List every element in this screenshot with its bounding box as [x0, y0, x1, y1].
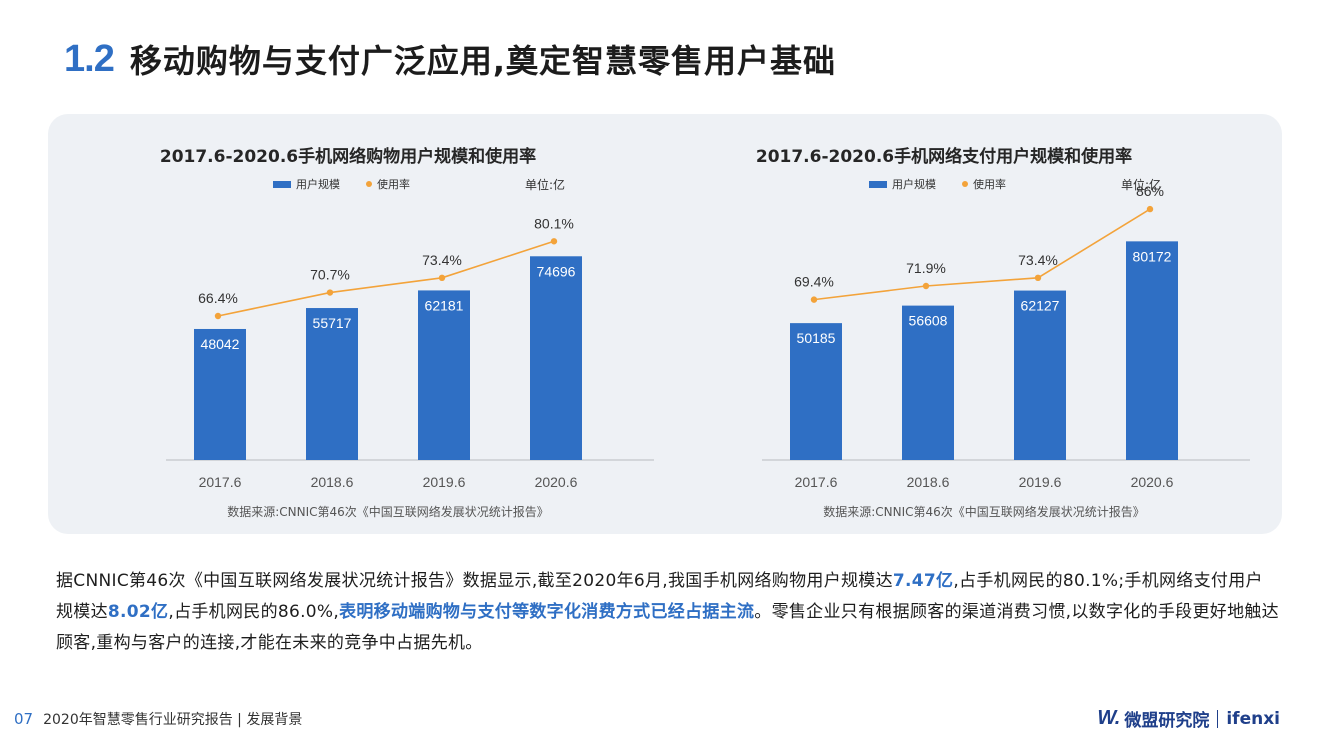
page-title: 移动购物与支付广泛应用,奠定智慧零售用户基础 — [129, 42, 836, 80]
bar — [418, 290, 470, 460]
bar — [194, 328, 246, 460]
usage-rate-label: 69.4% — [794, 274, 834, 290]
bar-value-label: 50185 — [797, 330, 836, 346]
charts-panel: 2017.6-2020.6手机网络购物用户规模和使用率 用户规模 使用率 单位:… — [48, 114, 1282, 534]
usage-rate-point — [438, 274, 446, 282]
unit-label: 单位:亿 — [525, 178, 566, 192]
payment-chart: 2017.6-2020.6手机网络支付用户规模和使用率 用户规模 使用率 单位:… — [704, 114, 1264, 534]
usage-rate-point — [326, 289, 334, 296]
brand-name-en: ifenxi — [1226, 708, 1280, 729]
bar-value-label: 74696 — [537, 263, 576, 279]
payment-chart-plot: 50185 2017.6 56608 2018.6 62127 2019.6 80172 20… — [762, 183, 1250, 490]
bar — [306, 308, 358, 460]
weimob-logo-icon: W. — [1097, 707, 1121, 729]
body-text-4: 。零售企业只有根据顾客的渠道消费习惯,以数字化的手段更好地触达顾客,重构与客户的… — [56, 602, 1279, 653]
shopping-chart-plot: 48042 2017.6 55717 2018.6 62181 2019.6 74696 20… — [166, 215, 654, 490]
report-title: 2020年智慧零售行业研究报告 | 发展背景 — [43, 712, 303, 728]
unit-label: 单位:亿 — [1121, 178, 1162, 192]
footer: 07 2020年智慧零售行业研究报告 | 发展背景 — [14, 709, 302, 729]
bar — [530, 256, 582, 460]
legend-line-label: 使用率 — [377, 178, 410, 191]
body-text-3: ,占手机网民的86.0%, — [168, 602, 340, 622]
data-source: 数据来源:CNNIC第46次《中国互联网络发展状况统计报告》 — [823, 505, 1145, 519]
x-tick-label: 2018.6 — [311, 474, 354, 490]
usage-rate-point — [922, 282, 930, 290]
usage-rate-label: 86% — [1136, 183, 1164, 199]
bar — [902, 305, 954, 460]
chart-legend: 用户规模 使用率 — [869, 176, 1006, 192]
legend-line-label: 使用率 — [973, 178, 1006, 191]
x-tick-label: 2019.6 — [423, 474, 466, 490]
brand-name-cn: 微盟研究院 — [1124, 711, 1210, 731]
legend-line-swatch — [366, 181, 372, 187]
usage-rate-label: 73.4% — [1018, 252, 1058, 268]
usage-rate-label: 66.4% — [198, 290, 238, 306]
chart-legend: 用户规模 使用率 — [273, 176, 410, 192]
bar-value-label: 62181 — [425, 297, 464, 313]
bar — [790, 323, 842, 460]
x-tick-label: 2017.6 — [199, 474, 242, 490]
bar-value-label: 55717 — [313, 315, 352, 331]
legend-line-swatch — [962, 181, 968, 187]
bar-value-label: 48042 — [201, 336, 240, 352]
usage-rate-point — [810, 296, 818, 303]
page-number: 07 — [14, 710, 34, 728]
legend-bar-label: 用户规模 — [892, 178, 936, 191]
usage-rate-label: 80.1% — [534, 215, 574, 231]
section-number: 1.2 — [64, 37, 115, 80]
highlight-shopping-users: 7.47亿 — [892, 571, 954, 591]
usage-rate-label: 73.4% — [422, 252, 462, 268]
shopping-chart: 2017.6-2020.6手机网络购物用户规模和使用率 用户规模 使用率 单位:… — [108, 114, 668, 534]
highlight-payment-users: 8.02亿 — [107, 602, 169, 622]
page-header: 1.2 移动购物与支付广泛应用,奠定智慧零售用户基础 — [64, 34, 836, 84]
bar-value-label: 62127 — [1021, 298, 1060, 314]
bar-value-label: 80172 — [1133, 248, 1172, 264]
usage-rate-label: 71.9% — [906, 260, 946, 276]
usage-rate-line — [813, 208, 1151, 301]
usage-rate-point — [214, 312, 222, 320]
legend-bar-swatch — [869, 180, 887, 188]
usage-rate-label: 70.7% — [310, 267, 350, 283]
usage-rate-line — [217, 240, 555, 317]
highlight-conclusion: 表明移动端购物与支付等数字化消费方式已经占据主流 — [339, 602, 755, 622]
legend-bar-label: 用户规模 — [296, 178, 340, 191]
x-tick-label: 2018.6 — [907, 474, 950, 490]
x-tick-label: 2019.6 — [1019, 474, 1062, 490]
x-tick-label: 2020.6 — [535, 474, 578, 490]
body-text-1: 据CNNIC第46次《中国互联网络发展状况统计报告》数据显示,截至2020年6月… — [56, 571, 893, 591]
usage-rate-point — [1034, 274, 1042, 282]
bar — [1126, 241, 1178, 460]
legend-bar-swatch — [273, 180, 291, 188]
chart-title: 2017.6-2020.6手机网络支付用户规模和使用率 — [755, 147, 1133, 167]
body-text-2: ,占手机网民的80.1%;手机网络支付用户规模达 — [56, 571, 1263, 622]
body-paragraph: 据CNNIC第46次《中国互联网络发展状况统计报告》数据显示,截至2020年6月… — [56, 566, 1280, 659]
data-source: 数据来源:CNNIC第46次《中国互联网络发展状况统计报告》 — [227, 505, 549, 519]
usage-rate-point — [1146, 205, 1154, 213]
usage-rate-point — [550, 238, 558, 245]
x-tick-label: 2017.6 — [795, 474, 838, 490]
bar-value-label: 56608 — [909, 313, 948, 329]
logo-divider — [1217, 709, 1219, 728]
chart-title: 2017.6-2020.6手机网络购物用户规模和使用率 — [159, 147, 537, 167]
x-tick-label: 2020.6 — [1131, 474, 1174, 490]
bar — [1014, 290, 1066, 460]
brand-logo: W. 微盟研究院 ifenxi — [1097, 706, 1280, 731]
